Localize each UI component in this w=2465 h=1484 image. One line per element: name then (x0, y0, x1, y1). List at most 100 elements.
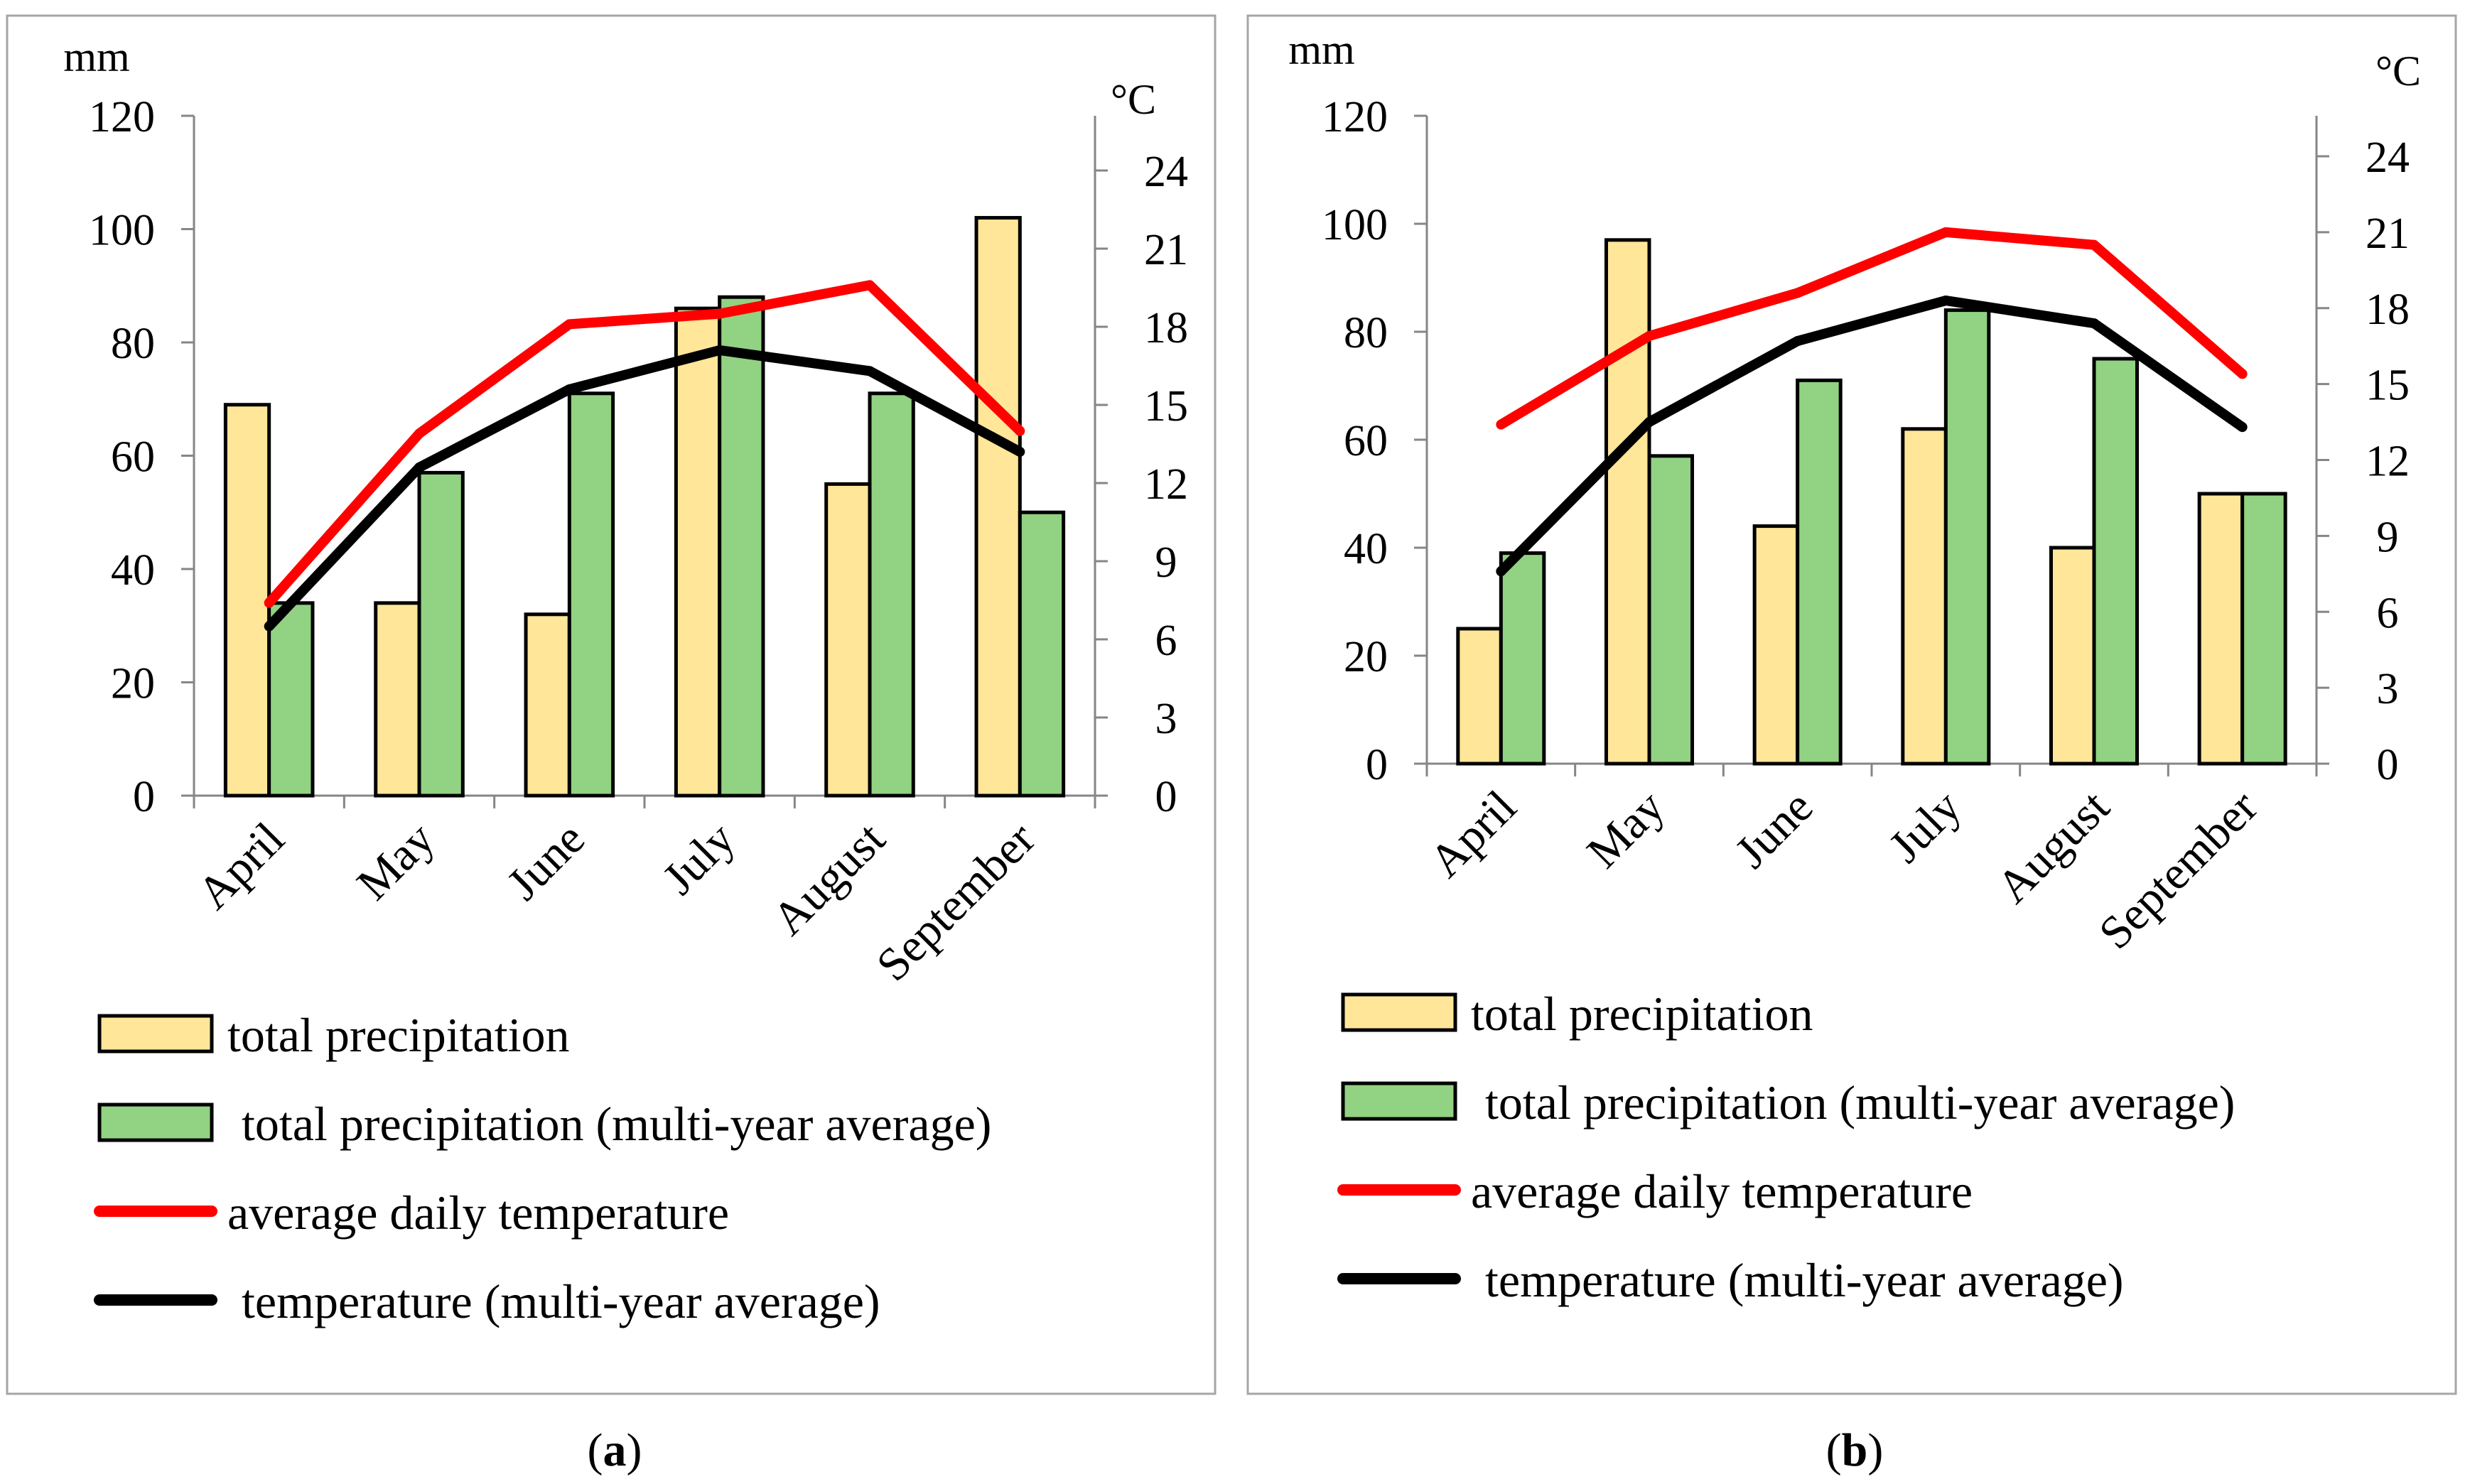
panel-a-caption-letter: a (603, 1424, 627, 1476)
panel-b-legend: total precipitation total precipitation (… (1337, 987, 2235, 1307)
panel-b-right-tick-label: 9 (2377, 513, 2399, 561)
panel-b-legend-label: temperature (multi-year average) (1485, 1253, 2124, 1307)
panel-b-caption: (b) (1826, 1424, 1884, 1476)
panel-a-bar-precip_avg (1018, 510, 1066, 798)
panel-b-left-unit: mm (1288, 26, 1354, 73)
panel-a-legend: total precipitation total precipitation (… (94, 1008, 991, 1328)
panel-b-right-unit: °C (2375, 48, 2421, 94)
panel-b-point-temp (1792, 288, 1803, 298)
panel-a-left-unit: mm (63, 33, 129, 80)
panel-a-legend-label: average daily temperature (227, 1186, 729, 1240)
panel-b-point-temp (1496, 419, 1506, 430)
panel-b-right-tick-label: 21 (2366, 210, 2410, 258)
panel-b-bar-precip (1604, 238, 1651, 766)
panel-a-right-tick-label: 3 (1155, 695, 1177, 743)
panel-a-legend-label: temperature (multi-year average) (242, 1274, 880, 1328)
panel-a-left-tick-label: 0 (133, 773, 155, 821)
panel-b-point-temp (2237, 369, 2248, 379)
panel-a-point-temp_avg (714, 345, 725, 355)
panel-a-point-temp (264, 597, 274, 608)
panel-a-line-temp (265, 280, 1024, 607)
panel-b-left-tick-label: 0 (1366, 741, 1388, 789)
panel-a-point-temp (1015, 426, 1025, 436)
panel-b-legend-swatch-precip (1341, 992, 1457, 1032)
panel-a-bar-precip (974, 216, 1022, 798)
panel-a-bar-precip_avg (868, 391, 915, 798)
panel-b-right-tick-label: 3 (2377, 665, 2399, 713)
panel-b-right-tick-label: 18 (2366, 286, 2410, 334)
panel-b-bar-precip (1456, 627, 1503, 766)
panel-b-line-temp_avg (1497, 296, 2245, 575)
panel-a-right-unit: °C (1111, 76, 1156, 123)
panel-a-point-temp_avg (264, 621, 274, 632)
panel-b-point-temp (1941, 227, 1951, 237)
panel-a-right-tick-label: 6 (1155, 617, 1177, 665)
panel-b-bar-precip_avg (1499, 551, 1546, 766)
panel-a-bar-precip (223, 403, 271, 798)
panel-b-right-tick-label: 24 (2366, 134, 2410, 182)
panel-b-point-temp_avg (2237, 422, 2248, 433)
panel-a-legend-label: total precipitation (227, 1008, 570, 1062)
panel-b-right-tick-label: 12 (2366, 438, 2410, 486)
panel-a-left-tick-label: 100 (89, 207, 155, 255)
panel-b-line-temp (1498, 227, 2246, 429)
panel-a-point-temp_avg (1015, 447, 1025, 457)
panel-a-left-tick-label: 120 (89, 93, 155, 141)
panel-b-left-tick-label: 60 (1344, 417, 1388, 465)
panel-a-bar-precip (374, 601, 421, 798)
panel-b-bar-precip (1901, 427, 1948, 766)
panel-a-right-tick-label: 21 (1144, 226, 1188, 274)
panel-a-bar-precip_avg (267, 601, 315, 798)
panel-b-bar-precip (2049, 546, 2096, 766)
panel-b-point-temp_avg (1792, 336, 1803, 347)
panel-b-bar-precip_avg (2240, 492, 2287, 766)
panel-a-point-temp (714, 308, 725, 319)
panel-a-left-tick-label: 80 (111, 320, 155, 368)
panel-a-bar-precip (674, 306, 722, 798)
panel-a-bar-precip_avg (718, 295, 765, 798)
panel-a-point-temp_avg (865, 366, 875, 377)
panel-b-point-temp (1644, 330, 1654, 341)
panel-b-bar-precip (2197, 492, 2245, 766)
panel-b-right-tick-label: 6 (2377, 589, 2399, 637)
panel-b-caption-letter: b (1842, 1424, 1868, 1476)
panel-b-right-tick-label: 0 (2377, 741, 2399, 789)
panel-a-point-temp_avg (414, 462, 424, 472)
panel-b-bar-precip_avg (1647, 454, 1695, 766)
panel-a-point-temp (564, 319, 575, 330)
panel-b-left-tick-label: 80 (1344, 309, 1388, 357)
panel-a-right-tick-label: 12 (1144, 460, 1188, 509)
panel-a-right-tick-label: 0 (1155, 773, 1177, 821)
panel-b-point-temp_avg (1496, 566, 1506, 577)
panel-b-bar-precip (1752, 524, 1800, 766)
panel-b-bar-precip_avg (1796, 378, 1843, 766)
panel-b-left-tick-label: 120 (1322, 93, 1388, 141)
panel-a-right-tick-label: 15 (1144, 382, 1188, 430)
panel-a-point-temp (414, 428, 424, 439)
panel-b-legend-swatch-precip_avg (1341, 1081, 1457, 1121)
panel-b-point-temp_avg (1644, 417, 1654, 428)
panel-b-point-temp_avg (2089, 318, 2099, 329)
panel-a-left-tick-label: 60 (111, 433, 155, 482)
panel-b-legend-label: total precipitation (multi-year average) (1485, 1076, 2235, 1130)
panel-a-left-tick-label: 40 (111, 546, 155, 595)
panel-b-point-temp (2089, 239, 2099, 250)
panel-b-left-tick-label: 20 (1344, 633, 1388, 681)
panel-a-caption: (a) (588, 1424, 642, 1476)
panel-b-bar-precip_avg (1943, 308, 1991, 766)
panel-a-right-tick-label: 24 (1144, 148, 1188, 196)
panel-a-right-tick-label: 9 (1155, 538, 1177, 587)
panel-a-bar-precip (524, 612, 571, 798)
panel-b-right-tick-label: 15 (2366, 362, 2410, 410)
panel-b-left-tick-label: 100 (1322, 201, 1388, 249)
panel-b-point-temp_avg (1941, 296, 1951, 306)
panel-a-bar-precip_avg (567, 391, 615, 798)
panel-a-legend-swatch-precip (97, 1014, 214, 1054)
panel-a-point-temp (865, 280, 875, 291)
panel-b-bar-precip_avg (2092, 357, 2140, 766)
panel-b-legend-label: total precipitation (1471, 987, 1813, 1041)
panel-a-point-temp_avg (564, 384, 575, 394)
panel-a-legend-label: total precipitation (multi-year average) (242, 1097, 991, 1151)
